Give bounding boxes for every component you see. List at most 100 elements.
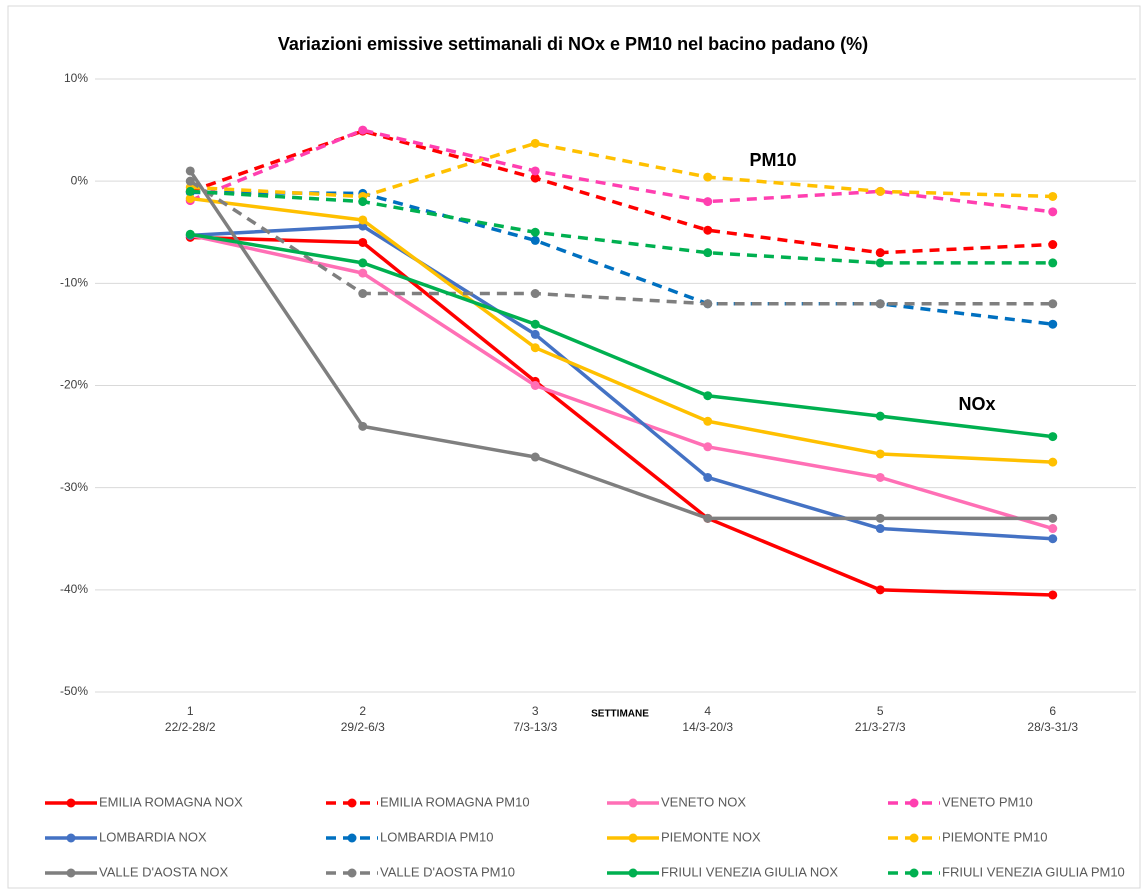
- x-tick-label: 2: [359, 704, 366, 718]
- series-line: [189, 129, 1053, 255]
- data-point: [1048, 319, 1058, 329]
- legend-marker: [66, 833, 76, 843]
- series-line: [190, 196, 1053, 464]
- data-point: [1048, 207, 1058, 217]
- data-point: [875, 449, 885, 459]
- legend-marker: [628, 798, 638, 808]
- legend-marker: [66, 798, 76, 808]
- y-tick-label: -20%: [60, 378, 88, 392]
- data-point: [530, 343, 540, 353]
- series-line: [188, 169, 1053, 521]
- chart-title: Variazioni emissive settimanali di NOx e…: [278, 34, 868, 54]
- data-point: [1048, 240, 1058, 250]
- y-tick-label: -40%: [60, 582, 88, 596]
- data-point: [703, 416, 713, 426]
- data-point: [358, 197, 368, 207]
- legend-label: LOMBARDIA NOX: [99, 829, 207, 844]
- data-point: [185, 229, 195, 239]
- legend-label: VENETO PM10: [942, 794, 1033, 809]
- data-point: [703, 172, 713, 182]
- data-point: [1048, 432, 1058, 442]
- legend-label: VENETO NOX: [661, 794, 746, 809]
- x-tick-label: 1: [187, 704, 194, 718]
- data-point: [1048, 258, 1058, 268]
- y-tick-label: -50%: [60, 684, 88, 698]
- series-line: [190, 235, 1053, 597]
- data-point: [875, 411, 885, 421]
- x-tick-label: 22/2-28/2: [165, 720, 216, 734]
- x-tick-label: 29/2-6/3: [341, 720, 385, 734]
- data-point: [358, 258, 368, 268]
- data-point: [875, 472, 885, 482]
- data-point: [1048, 524, 1058, 534]
- data-point: [703, 391, 713, 401]
- legend-label: PIEMONTE NOX: [661, 829, 761, 844]
- data-point: [530, 381, 540, 390]
- data-point: [1048, 191, 1058, 201]
- data-point: [530, 166, 540, 176]
- data-point: [530, 319, 540, 329]
- legend-label: LOMBARDIA PM10: [380, 829, 493, 844]
- legend-marker: [628, 833, 638, 843]
- data-point: [530, 138, 540, 148]
- x-tick-label: 7/3-13/3: [513, 720, 557, 734]
- data-point: [703, 442, 713, 452]
- y-tick-label: 10%: [64, 71, 88, 85]
- legend-marker: [347, 798, 357, 808]
- x-tick-label: 3: [532, 704, 539, 718]
- data-point: [875, 186, 885, 196]
- legend-marker: [909, 868, 919, 878]
- x-axis-label: SETTIMANE: [591, 709, 649, 720]
- data-point: [358, 215, 368, 225]
- data-point: [358, 268, 368, 278]
- legend-marker: [909, 833, 919, 843]
- x-tick-label: 5: [877, 704, 884, 718]
- x-tick-label: 6: [1049, 704, 1056, 718]
- x-tick-label: 28/3-31/3: [1027, 720, 1078, 734]
- series-line: [190, 141, 1053, 199]
- data-point: [875, 248, 885, 258]
- data-point: [1048, 534, 1058, 544]
- x-tick-label: 21/3-27/3: [855, 720, 906, 734]
- series-line: [189, 128, 1053, 214]
- data-point: [875, 524, 885, 534]
- series-line: [190, 189, 1053, 265]
- x-tick-label: 14/3-20/3: [682, 720, 733, 734]
- data-point: [703, 248, 713, 258]
- y-tick-label: 0%: [71, 173, 89, 187]
- series-line: [189, 232, 1053, 439]
- data-point: [185, 186, 195, 196]
- y-tick-label: -30%: [60, 480, 88, 494]
- data-point: [1048, 590, 1058, 600]
- legend-marker: [628, 868, 638, 878]
- series-line: [189, 233, 1054, 531]
- data-point: [530, 329, 540, 339]
- data-point: [875, 299, 885, 309]
- data-point: [530, 289, 540, 299]
- legend-marker: [66, 868, 76, 878]
- data-point: [1048, 299, 1058, 309]
- data-point: [703, 513, 713, 523]
- legend-marker: [347, 868, 357, 878]
- series-line: [190, 224, 1053, 541]
- data-point: [703, 225, 713, 235]
- data-point: [703, 299, 713, 309]
- y-tick-label: -10%: [60, 276, 88, 290]
- data-point: [358, 125, 368, 135]
- data-point: [185, 176, 195, 186]
- data-point: [530, 452, 540, 462]
- data-point: [530, 227, 540, 237]
- legend-marker: [909, 798, 919, 808]
- data-point: [530, 173, 540, 183]
- annotation: PM10: [749, 150, 796, 170]
- data-point: [703, 472, 713, 482]
- legend-label: FRIULI VENEZIA GIULIA NOX: [661, 864, 838, 879]
- legend-marker: [347, 833, 357, 843]
- data-point: [530, 235, 540, 245]
- legend-label: FRIULI VENEZIA GIULIA PM10: [942, 864, 1125, 879]
- data-point: [185, 194, 195, 204]
- data-point: [1048, 513, 1058, 523]
- data-point: [875, 585, 885, 595]
- data-point: [185, 166, 195, 176]
